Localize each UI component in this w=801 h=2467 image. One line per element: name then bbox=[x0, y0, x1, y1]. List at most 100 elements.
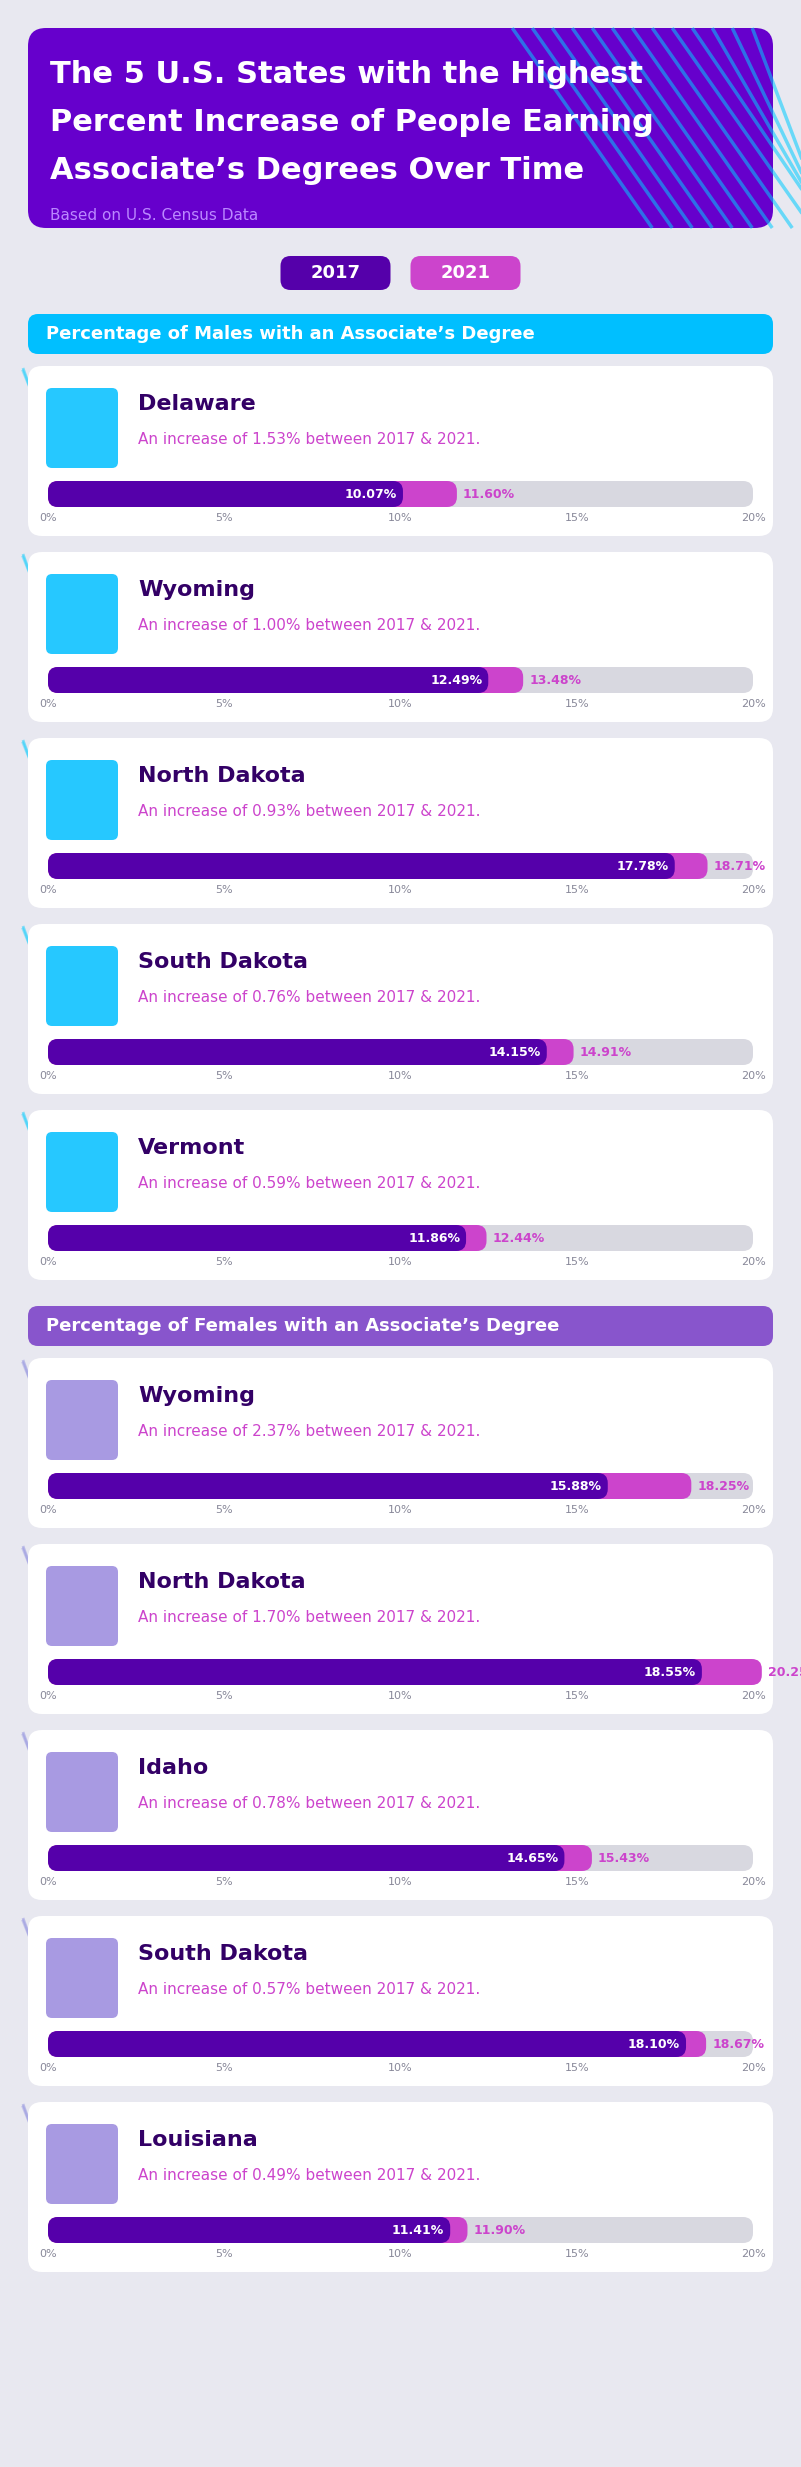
FancyBboxPatch shape bbox=[48, 2030, 686, 2057]
FancyBboxPatch shape bbox=[46, 1379, 118, 1460]
Text: 20%: 20% bbox=[741, 886, 766, 896]
Text: Delaware: Delaware bbox=[138, 395, 256, 414]
Text: 0%: 0% bbox=[39, 1505, 57, 1515]
Text: 18.67%: 18.67% bbox=[712, 2038, 764, 2050]
Text: 20%: 20% bbox=[741, 698, 766, 708]
Text: 5%: 5% bbox=[215, 1505, 233, 1515]
FancyBboxPatch shape bbox=[48, 481, 457, 508]
Text: Wyoming: Wyoming bbox=[138, 580, 255, 599]
Text: 10%: 10% bbox=[388, 2250, 413, 2260]
FancyBboxPatch shape bbox=[28, 1110, 773, 1280]
Text: 10%: 10% bbox=[388, 513, 413, 523]
FancyBboxPatch shape bbox=[46, 1752, 118, 1833]
FancyBboxPatch shape bbox=[48, 1658, 762, 1685]
FancyBboxPatch shape bbox=[48, 1039, 753, 1066]
FancyBboxPatch shape bbox=[48, 2218, 450, 2243]
Text: 5%: 5% bbox=[215, 2250, 233, 2260]
Text: Louisiana: Louisiana bbox=[138, 2129, 258, 2151]
FancyBboxPatch shape bbox=[48, 2218, 468, 2243]
FancyBboxPatch shape bbox=[48, 1845, 753, 1870]
FancyBboxPatch shape bbox=[48, 1226, 753, 1251]
Text: 10%: 10% bbox=[388, 2062, 413, 2072]
Text: 15%: 15% bbox=[565, 1258, 589, 1268]
Text: 0%: 0% bbox=[39, 2250, 57, 2260]
Text: 11.41%: 11.41% bbox=[392, 2223, 445, 2238]
Text: 18.25%: 18.25% bbox=[698, 1480, 750, 1493]
FancyBboxPatch shape bbox=[28, 553, 773, 723]
FancyBboxPatch shape bbox=[48, 2030, 706, 2057]
FancyBboxPatch shape bbox=[28, 1917, 773, 2087]
Text: An increase of 0.78% between 2017 & 2021.: An increase of 0.78% between 2017 & 2021… bbox=[138, 1796, 481, 1811]
Text: 20%: 20% bbox=[741, 2062, 766, 2072]
Text: 15%: 15% bbox=[565, 1505, 589, 1515]
Text: 0%: 0% bbox=[39, 1258, 57, 1268]
Text: 5%: 5% bbox=[215, 1258, 233, 1268]
FancyBboxPatch shape bbox=[48, 1226, 486, 1251]
Text: 15%: 15% bbox=[565, 2250, 589, 2260]
FancyBboxPatch shape bbox=[48, 1473, 691, 1500]
FancyBboxPatch shape bbox=[28, 1729, 773, 1900]
Text: 10%: 10% bbox=[388, 1258, 413, 1268]
Text: 17.78%: 17.78% bbox=[617, 859, 669, 873]
Text: 0%: 0% bbox=[39, 1071, 57, 1081]
FancyBboxPatch shape bbox=[28, 365, 773, 535]
Text: 0%: 0% bbox=[39, 1690, 57, 1702]
FancyBboxPatch shape bbox=[46, 760, 118, 839]
Text: Idaho: Idaho bbox=[138, 1759, 208, 1779]
Text: 10%: 10% bbox=[388, 886, 413, 896]
Text: 5%: 5% bbox=[215, 1877, 233, 1887]
Text: 15.88%: 15.88% bbox=[549, 1480, 602, 1493]
FancyBboxPatch shape bbox=[48, 481, 403, 508]
Text: An increase of 1.70% between 2017 & 2021.: An increase of 1.70% between 2017 & 2021… bbox=[138, 1611, 481, 1626]
FancyBboxPatch shape bbox=[28, 1305, 773, 1347]
FancyBboxPatch shape bbox=[48, 481, 753, 508]
FancyBboxPatch shape bbox=[48, 854, 674, 878]
Text: An increase of 0.93% between 2017 & 2021.: An increase of 0.93% between 2017 & 2021… bbox=[138, 804, 481, 819]
Text: 5%: 5% bbox=[215, 886, 233, 896]
Text: 15%: 15% bbox=[565, 1071, 589, 1081]
FancyBboxPatch shape bbox=[46, 575, 118, 654]
FancyBboxPatch shape bbox=[48, 1845, 592, 1870]
Text: 0%: 0% bbox=[39, 1877, 57, 1887]
FancyBboxPatch shape bbox=[28, 2102, 773, 2272]
FancyBboxPatch shape bbox=[46, 945, 118, 1026]
Text: 10%: 10% bbox=[388, 1071, 413, 1081]
Text: 15%: 15% bbox=[565, 886, 589, 896]
Text: An increase of 0.49% between 2017 & 2021.: An increase of 0.49% between 2017 & 2021… bbox=[138, 2168, 481, 2183]
Text: Associate’s Degrees Over Time: Associate’s Degrees Over Time bbox=[50, 155, 584, 185]
Text: 15.43%: 15.43% bbox=[598, 1853, 650, 1865]
Text: 20%: 20% bbox=[741, 2250, 766, 2260]
Text: An increase of 2.37% between 2017 & 2021.: An increase of 2.37% between 2017 & 2021… bbox=[138, 1423, 481, 1438]
FancyBboxPatch shape bbox=[48, 1845, 565, 1870]
Text: 18.71%: 18.71% bbox=[714, 859, 766, 873]
Text: 20%: 20% bbox=[741, 1690, 766, 1702]
FancyBboxPatch shape bbox=[46, 1567, 118, 1645]
Text: 10.07%: 10.07% bbox=[344, 488, 397, 501]
Text: 10%: 10% bbox=[388, 1877, 413, 1887]
Text: 20%: 20% bbox=[741, 1877, 766, 1887]
FancyBboxPatch shape bbox=[48, 854, 753, 878]
Text: North Dakota: North Dakota bbox=[138, 1571, 306, 1591]
Text: 20%: 20% bbox=[741, 1505, 766, 1515]
FancyBboxPatch shape bbox=[48, 1658, 702, 1685]
FancyBboxPatch shape bbox=[28, 1544, 773, 1715]
FancyBboxPatch shape bbox=[48, 666, 753, 693]
FancyBboxPatch shape bbox=[28, 1357, 773, 1527]
FancyBboxPatch shape bbox=[280, 257, 391, 291]
Text: South Dakota: South Dakota bbox=[138, 952, 308, 972]
Text: Based on U.S. Census Data: Based on U.S. Census Data bbox=[50, 207, 258, 222]
Text: 5%: 5% bbox=[215, 1690, 233, 1702]
FancyBboxPatch shape bbox=[48, 666, 489, 693]
Text: 0%: 0% bbox=[39, 2062, 57, 2072]
Text: Vermont: Vermont bbox=[138, 1137, 245, 1157]
Text: 20.25%: 20.25% bbox=[768, 1665, 801, 1678]
Text: 20%: 20% bbox=[741, 513, 766, 523]
Text: An increase of 0.57% between 2017 & 2021.: An increase of 0.57% between 2017 & 2021… bbox=[138, 1981, 481, 1996]
Text: 14.91%: 14.91% bbox=[580, 1046, 632, 1058]
Text: North Dakota: North Dakota bbox=[138, 765, 306, 787]
FancyBboxPatch shape bbox=[410, 257, 521, 291]
Text: South Dakota: South Dakota bbox=[138, 1944, 308, 1964]
FancyBboxPatch shape bbox=[48, 1039, 574, 1066]
Text: 18.55%: 18.55% bbox=[644, 1665, 696, 1678]
Text: 13.48%: 13.48% bbox=[529, 673, 582, 686]
